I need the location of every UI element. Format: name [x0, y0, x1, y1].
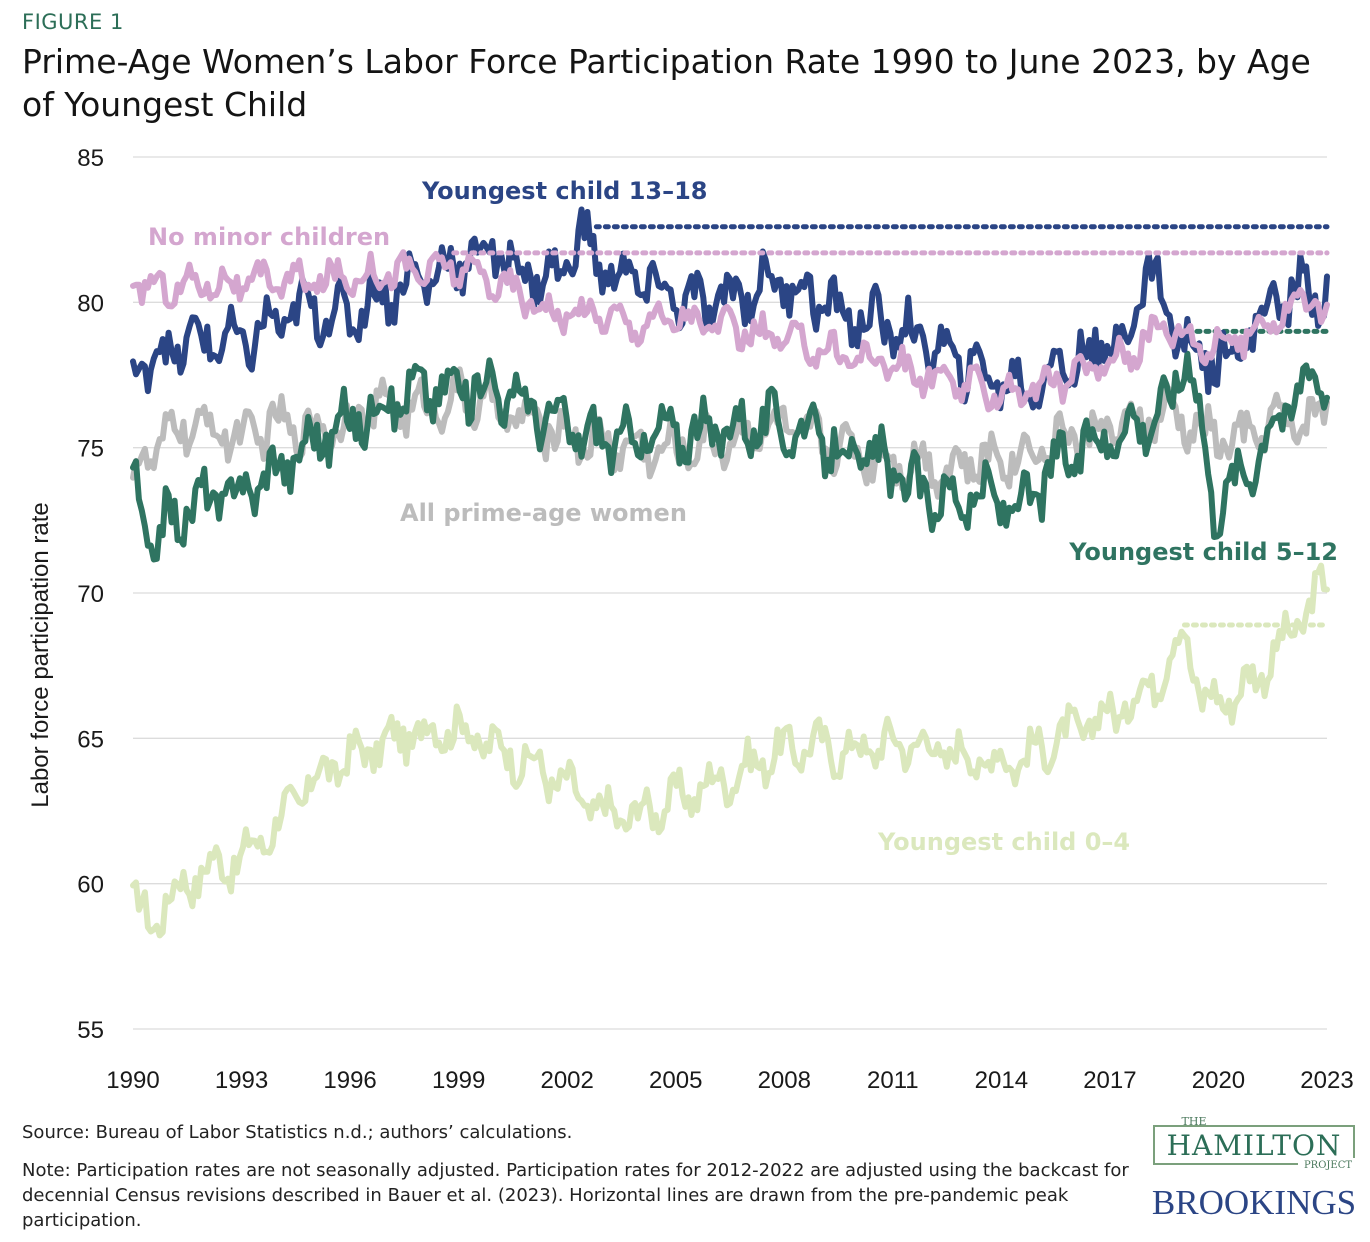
y-tick-label: 85	[77, 145, 104, 172]
x-axis-ticks: 1990 1993 1996 1999 2002 2005 2008 2011 2014 2017…	[106, 1067, 1353, 1094]
logo-the: THE	[1182, 1115, 1207, 1128]
x-tick-label: 2005	[649, 1067, 702, 1094]
series-label-nominor: No minor children	[148, 223, 390, 251]
series-lines	[130, 206, 1330, 939]
series-label-school: Youngest child 5–12	[1068, 538, 1338, 566]
x-tick-label: 1999	[432, 1067, 485, 1094]
y-tick-label: 75	[77, 436, 104, 463]
series-line-teen	[130, 206, 1330, 412]
y-axis-label: Labor force participation rate	[27, 502, 54, 808]
series-line-nominor	[130, 249, 1330, 413]
x-tick-label: 2017	[1083, 1067, 1136, 1094]
logo-project: PROJECT	[1304, 1160, 1352, 1171]
y-tick-label: 65	[77, 726, 104, 753]
figure-label: FIGURE 1	[22, 10, 124, 34]
x-tick-label: 1993	[215, 1067, 268, 1094]
series-line-young	[130, 562, 1330, 939]
x-tick-label: 2023	[1300, 1067, 1353, 1094]
logo-brookings: BROOKINGS	[1152, 1183, 1356, 1222]
source-note: Source: Bureau of Labor Statistics n.d.;…	[22, 1122, 573, 1143]
x-tick-label: 1990	[106, 1067, 159, 1094]
x-tick-label: 2011	[867, 1067, 919, 1094]
footnote: Note: Participation rates are not season…	[22, 1160, 1129, 1231]
y-axis-ticks: 55 60 65 70 75 80 85	[77, 145, 104, 1044]
y-tick-label: 80	[77, 290, 104, 317]
chart-title: Prime-Age Women’s Labor Force Participat…	[22, 42, 1311, 124]
x-tick-label: 2014	[975, 1067, 1028, 1094]
series-label-teen: Youngest child 13–18	[421, 177, 708, 205]
y-tick-label: 60	[77, 872, 104, 899]
hamilton-brookings-logo: THE HAMILTON PROJECT BROOKINGS	[1152, 1115, 1356, 1222]
series-label-all: All prime-age women	[400, 499, 687, 527]
x-tick-label: 1996	[323, 1067, 376, 1094]
series-line-school	[130, 350, 1330, 563]
y-tick-label: 55	[77, 1017, 104, 1044]
series-labels: Youngest child 13–18 No minor children All…	[148, 177, 1338, 856]
x-tick-label: 2020	[1192, 1067, 1245, 1094]
y-tick-label: 70	[77, 581, 104, 608]
logo-frame	[1153, 1125, 1355, 1165]
x-tick-label: 2002	[540, 1067, 593, 1094]
line-chart: 55 60 65 70 75 80 85 1990 1993 1996 1999 2002 2005 2…	[27, 145, 1354, 1094]
series-label-young: Youngest child 0–4	[877, 828, 1130, 856]
x-tick-label: 2008	[758, 1067, 811, 1094]
logo-hamilton: HAMILTON	[1167, 1129, 1342, 1162]
